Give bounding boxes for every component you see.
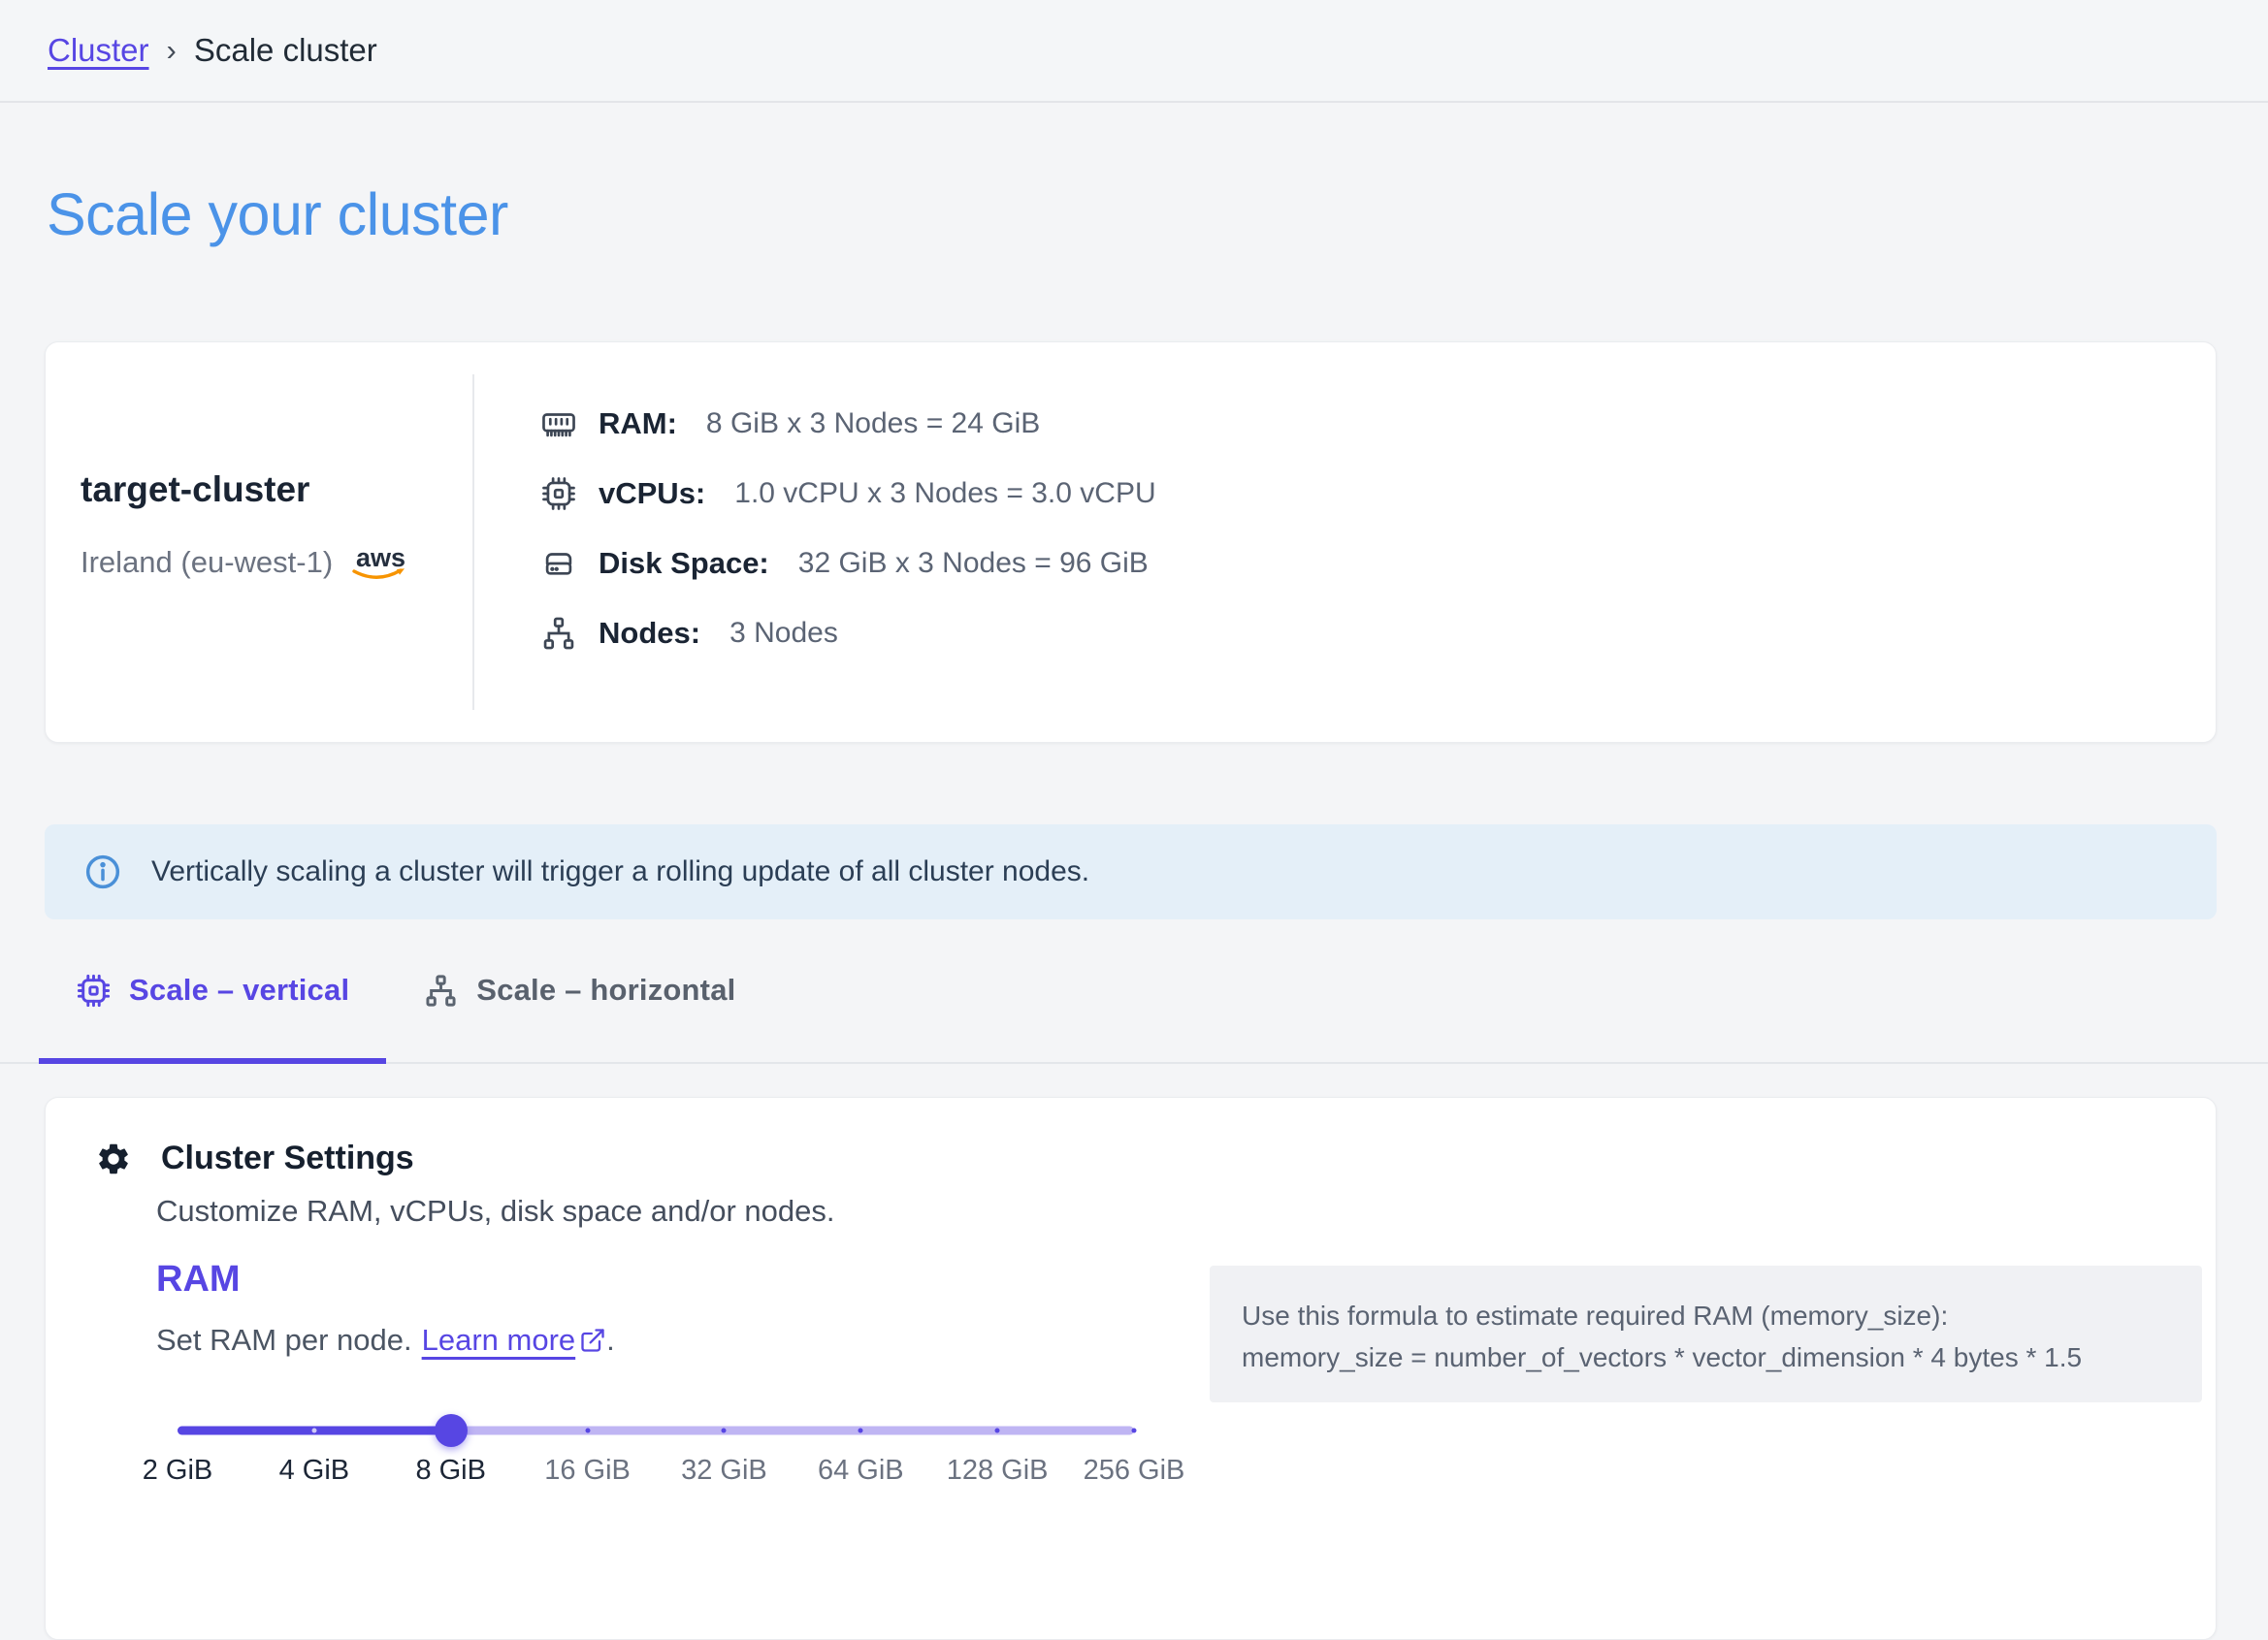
spec-label: vCPUs:: [599, 475, 706, 510]
slider-label-16gib[interactable]: 16 GiB: [544, 1455, 631, 1486]
spec-label: Nodes:: [599, 615, 701, 650]
cpu-icon: [542, 476, 575, 510]
spec-row-ram: RAM: 8 GiB x 3 Nodes = 24 GiB: [540, 403, 1156, 443]
cluster-spec-list: RAM: 8 GiB x 3 Nodes = 24 GiB vCPUs: 1.0…: [540, 403, 1156, 653]
cluster-overview-card: target-cluster Ireland (eu-west-1) aws R…: [45, 341, 2217, 743]
cluster-identity: target-cluster Ireland (eu-west-1) aws: [81, 469, 469, 584]
info-banner-text: Vertically scaling a cluster will trigge…: [151, 855, 1090, 887]
cluster-region: Ireland (eu-west-1): [81, 545, 334, 579]
aws-logo-icon: aws: [352, 543, 405, 579]
card-divider: [472, 374, 474, 710]
ram-slider-thumb[interactable]: [434, 1414, 468, 1447]
tab-scale-vertical[interactable]: Scale – vertical: [39, 946, 387, 1064]
tab-scale-horizontal[interactable]: Scale – horizontal: [386, 946, 772, 1062]
breadcrumb-current: Scale cluster: [193, 32, 377, 68]
ram-desc-text: Set RAM per node.: [156, 1323, 412, 1357]
breadcrumb-separator: ›: [166, 33, 177, 67]
slider-label-256gib[interactable]: 256 GiB: [1083, 1455, 1185, 1486]
spec-value: 1.0 vCPU x 3 Nodes = 3.0 vCPU: [734, 476, 1156, 509]
slider-label-32gib[interactable]: 32 GiB: [681, 1455, 767, 1486]
ram-slider-labels: 2 GiB 4 GiB 8 GiB 16 GiB 32 GiB 64 GiB 1…: [143, 1455, 1185, 1490]
info-icon: [85, 854, 120, 889]
ram-icon: [542, 412, 575, 436]
slider-label-2gib[interactable]: 2 GiB: [142, 1455, 213, 1486]
spec-row-nodes: Nodes: 3 Nodes: [540, 613, 1156, 653]
settings-card-title: Cluster Settings: [161, 1140, 414, 1176]
page-header: Cluster › Scale cluster: [0, 0, 2268, 103]
tab-label: Scale – vertical: [129, 973, 350, 1007]
ram-section-description: Set RAM per node. Learn more .: [156, 1323, 615, 1358]
nodes-icon: [426, 975, 456, 1007]
spec-label: RAM:: [599, 405, 677, 440]
slider-label-4gib[interactable]: 4 GiB: [278, 1455, 350, 1486]
disk-icon: [545, 552, 572, 575]
spec-value: 3 Nodes: [729, 616, 838, 649]
info-banner: Vertically scaling a cluster will trigge…: [45, 824, 2217, 919]
spec-value: 32 GiB x 3 Nodes = 96 GiB: [797, 546, 1149, 579]
slider-mark: [311, 1428, 317, 1433]
ram-section-heading: RAM: [156, 1259, 241, 1300]
settings-card-subtitle: Customize RAM, vCPUs, disk space and/or …: [156, 1194, 835, 1228]
learn-more-link[interactable]: Learn more: [421, 1323, 576, 1357]
slider-mark: [1131, 1428, 1137, 1433]
slider-mark: [585, 1428, 591, 1433]
gear-icon: [99, 1143, 128, 1174]
ram-slider-track[interactable]: [178, 1426, 1134, 1435]
spec-value: 8 GiB x 3 Nodes = 24 GiB: [705, 406, 1041, 439]
slider-mark: [858, 1428, 863, 1433]
ram-slider[interactable]: [178, 1414, 1137, 1447]
svg-text:aws: aws: [356, 543, 405, 572]
ram-formula-note: Use this formula to estimate required RA…: [1210, 1266, 2202, 1402]
cluster-settings-card: Cluster Settings Customize RAM, vCPUs, d…: [45, 1097, 2217, 1640]
slider-mark: [994, 1428, 1000, 1433]
cluster-name: target-cluster: [81, 469, 310, 509]
page-title: Scale your cluster: [47, 181, 508, 247]
formula-line-2: memory_size = number_of_vectors * vector…: [1242, 1342, 2083, 1372]
spec-row-disk: Disk Space: 32 GiB x 3 Nodes = 96 GiB: [540, 543, 1156, 583]
breadcrumb: Cluster › Scale cluster: [48, 32, 377, 69]
breadcrumb-cluster-link[interactable]: Cluster: [48, 32, 149, 68]
nodes-icon: [543, 617, 574, 649]
spec-label: Disk Space:: [599, 545, 769, 580]
formula-line-1: Use this formula to estimate required RA…: [1242, 1301, 1949, 1331]
external-link-icon: [581, 1329, 604, 1352]
spec-row-vcpu: vCPUs: 1.0 vCPU x 3 Nodes = 3.0 vCPU: [540, 473, 1156, 513]
tab-bar: Scale – vertical Scale – horizontal: [0, 946, 2268, 1064]
slider-label-8gib[interactable]: 8 GiB: [415, 1455, 486, 1486]
slider-label-128gib[interactable]: 128 GiB: [946, 1455, 1049, 1486]
tab-label: Scale – horizontal: [476, 973, 736, 1007]
cpu-icon: [77, 974, 111, 1008]
slider-mark: [721, 1428, 727, 1433]
ram-desc-suffix: .: [606, 1323, 615, 1357]
slider-label-64gib[interactable]: 64 GiB: [817, 1455, 904, 1486]
